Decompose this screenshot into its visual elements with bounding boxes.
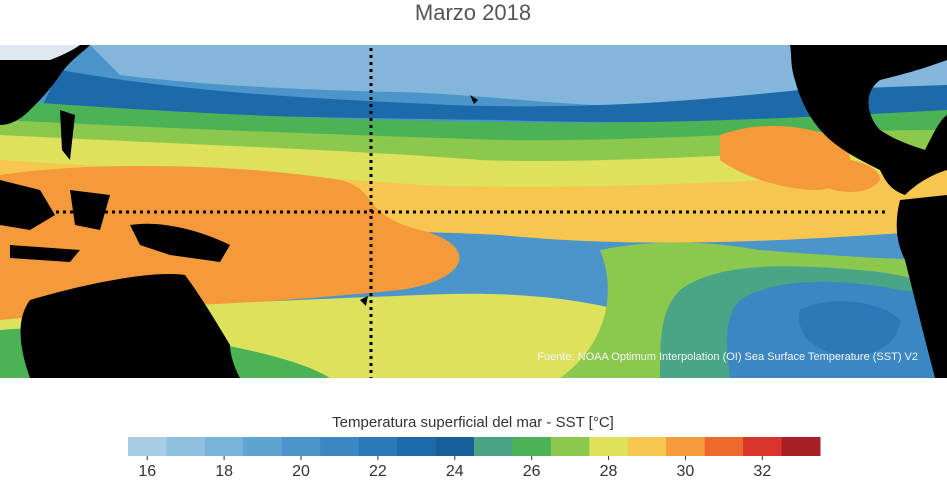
- colorbar: 16 18 20 22 24 26 28 30 32: [128, 437, 821, 480]
- colorbar-tick-label: 22: [369, 463, 387, 480]
- source: Fuente: NOAA Optimum Interpolation (OI) …: [537, 351, 918, 363]
- colorbar-tick-label: 16: [138, 463, 156, 480]
- map: [0, 45, 947, 378]
- colorbar-bin: [627, 437, 667, 456]
- title: Marzo 2018: [415, 0, 531, 25]
- colorbar-bin: [435, 437, 475, 456]
- colorbar-bin: [743, 437, 783, 456]
- colorbar-tick-label: 26: [523, 463, 541, 480]
- colorbar-bin: [281, 437, 321, 456]
- colorbar-bin: [243, 437, 283, 456]
- colorbar-bin: [512, 437, 552, 456]
- colorbar-tick-label: 20: [292, 463, 310, 480]
- colorbar-tick-label: 30: [677, 463, 695, 480]
- colorbar-tick-label: 24: [446, 463, 464, 480]
- colorbar-bin: [589, 437, 629, 456]
- colorbar-bin: [204, 437, 244, 456]
- colorbar-bin: [704, 437, 744, 456]
- colorbar-tick-label: 18: [215, 463, 233, 480]
- colorbar-bin: [166, 437, 206, 456]
- colorbar-bin: [320, 437, 360, 456]
- colorbar-bin: [397, 437, 437, 456]
- colorbar-bin: [474, 437, 513, 456]
- colorbar-bin: [128, 437, 167, 456]
- colorbar-bin: [358, 437, 398, 456]
- colorbar-label: Temperatura superficial del mar - SST [°…: [332, 414, 614, 431]
- colorbar-tick-label: 28: [600, 463, 618, 480]
- colorbar-bin: [550, 437, 590, 456]
- colorbar-bin: [781, 437, 821, 456]
- colorbar-bin: [666, 437, 706, 456]
- colorbar-tick-label: 32: [753, 463, 771, 480]
